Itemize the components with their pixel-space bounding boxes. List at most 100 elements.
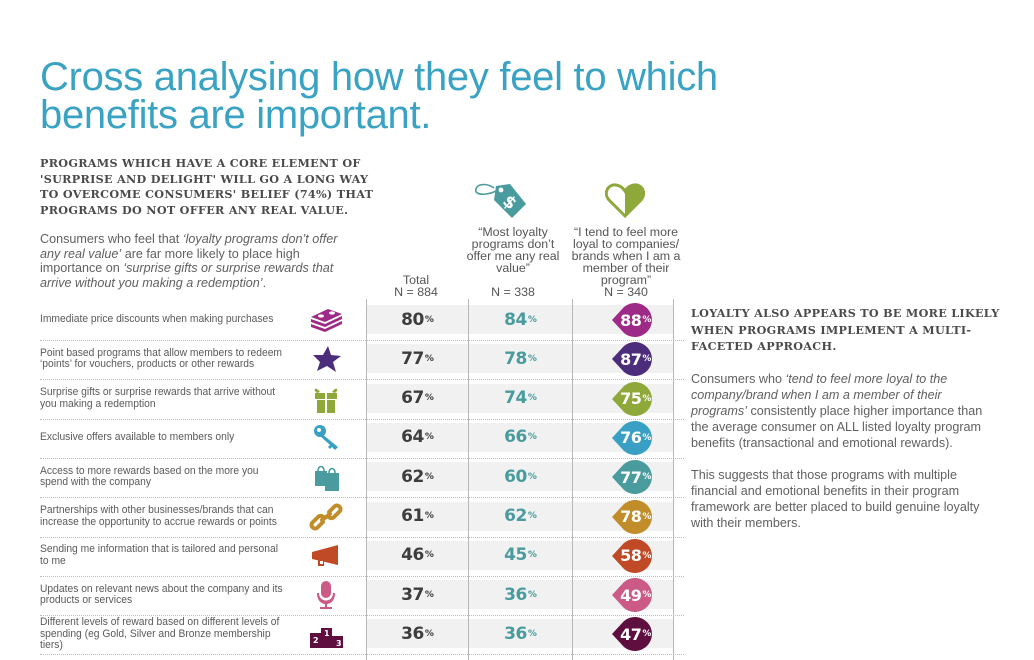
shopping-bags-icon (308, 462, 344, 492)
italic-quote: ‘tend to feel more loyal to the company/… (691, 372, 948, 418)
benefit-label: Sending me information that is tailored … (40, 536, 287, 576)
loyal-value-bubble: 87% (612, 341, 652, 377)
percent-sign: % (642, 393, 651, 404)
table-row: Point based programs that allow members … (40, 339, 684, 381)
loyal-value: 88% (616, 302, 655, 338)
no-value-cell-bg (469, 619, 572, 649)
bubble-shape (612, 578, 652, 613)
percent-sign: % (527, 550, 537, 561)
no-value-number: 78 (504, 348, 527, 369)
bubble-shape (612, 460, 652, 495)
loyal-value-bubble: 88% (612, 302, 652, 338)
loyal-value-number: 77 (620, 467, 642, 487)
percent-sign: % (527, 393, 537, 404)
table-row: Updates on relevant news about the compa… (40, 575, 684, 617)
percent-sign: % (424, 393, 434, 404)
total-value-number: 36 (401, 623, 424, 644)
percent-sign: % (642, 432, 651, 443)
no-value-cell-bg (469, 305, 572, 334)
row-separator (40, 340, 684, 341)
total-value: 62% (367, 462, 468, 491)
row-separator (40, 575, 684, 577)
percent-sign: % (642, 472, 651, 483)
loyal-value: 47% (616, 616, 655, 652)
total-cell-bg (367, 344, 468, 374)
table-row: Surprise gifts or surprise rewards that … (40, 379, 684, 420)
megaphone-icon (308, 541, 344, 571)
percent-sign: % (527, 628, 537, 639)
table-row: Immediate price discounts when making pu… (40, 300, 684, 341)
percent-sign: % (527, 589, 537, 600)
gift-icon (308, 384, 344, 414)
no-value-cell-bg (469, 422, 572, 452)
key-icon (308, 423, 344, 453)
no-value-cell-bg (469, 344, 572, 374)
total-value: 64% (367, 423, 468, 452)
total-value: 46% (367, 541, 468, 570)
bubble-shape (612, 420, 652, 455)
loyal-value: 75% (616, 381, 655, 417)
loyal-value-number: 47 (620, 624, 642, 644)
row-separator (40, 615, 684, 617)
row-separator (40, 654, 684, 656)
no-value-value: 78% (469, 344, 572, 373)
total-value: 37% (367, 580, 468, 609)
percent-sign: % (424, 353, 434, 364)
benefit-label: Immediate price discounts when making pu… (40, 300, 287, 340)
loyal-value-number: 78 (620, 507, 642, 526)
no-value-number: 45 (504, 545, 527, 566)
svg-text:2: 2 (313, 636, 319, 645)
divider-mid-1 (468, 299, 469, 660)
total-cell-bg (367, 462, 468, 492)
loyal-value: 49% (616, 577, 655, 613)
svg-text:3: 3 (336, 639, 342, 648)
column-header-loyal: “I tend to feel more loyal to companies/… (565, 226, 687, 298)
row-separator (40, 457, 684, 459)
table-row: Access to more rewards based on the more… (40, 457, 684, 499)
loyal-value-number: 49 (620, 585, 642, 605)
bubble-shape (612, 381, 652, 416)
divider-right (673, 299, 674, 660)
total-cell-bg (367, 619, 468, 649)
no-value-value: 84% (469, 305, 572, 334)
bubble-shape (612, 499, 652, 534)
column-total-label: Total (402, 273, 430, 287)
benefit-label-text: Different levels of reward based on diff… (40, 616, 280, 652)
percent-sign: % (642, 315, 651, 325)
column-loyal-quote: “I tend to feel more loyal to companies/… (571, 225, 681, 287)
total-value-number: 80 (401, 309, 424, 330)
percent-sign: % (424, 432, 434, 443)
loyal-value: 58% (616, 538, 655, 574)
loyal-value-number: 76 (620, 428, 642, 448)
benefit-label: Surprise gifts or surprise rewards that … (40, 379, 287, 419)
percent-sign: % (642, 590, 651, 601)
table-row: Exclusive offers available to members on… (40, 418, 684, 459)
column-loyal-n: N = 340 (604, 285, 648, 299)
percent-sign: % (527, 353, 537, 364)
percent-sign: % (527, 471, 537, 482)
percent-sign: % (424, 511, 434, 521)
right-panel-paragraph-2: This suggests that those programs with m… (691, 468, 980, 530)
lead-heading: Programs which have a core element of 's… (40, 156, 374, 217)
percent-sign: % (642, 511, 651, 522)
svg-text:1: 1 (324, 629, 330, 638)
no-value-number: 84 (504, 309, 527, 330)
row-separator (40, 536, 684, 538)
table-row: Sending me information that is tailored … (40, 536, 684, 577)
no-value-number: 62 (504, 506, 527, 526)
loyal-value-number: 58 (620, 546, 642, 566)
total-value-number: 67 (401, 388, 424, 409)
benefit-label-text: Partnerships with other businesses/brand… (40, 504, 277, 528)
no-value-value: 36% (469, 619, 572, 648)
benefit-label-text: Sending me information that is tailored … (40, 543, 279, 567)
price-tag-dollar-icon: $ (475, 183, 526, 218)
loyal-value-bubble: 76% (612, 420, 652, 456)
percent-sign: % (424, 314, 434, 325)
text-run: . (262, 275, 267, 290)
total-value-number: 37 (401, 584, 424, 605)
benefit-label: Different levels of reward based on diff… (40, 614, 287, 654)
loyal-value-number: 87 (620, 349, 642, 369)
text-run: Consumers who feel that (40, 232, 183, 246)
percent-sign: % (424, 471, 434, 482)
